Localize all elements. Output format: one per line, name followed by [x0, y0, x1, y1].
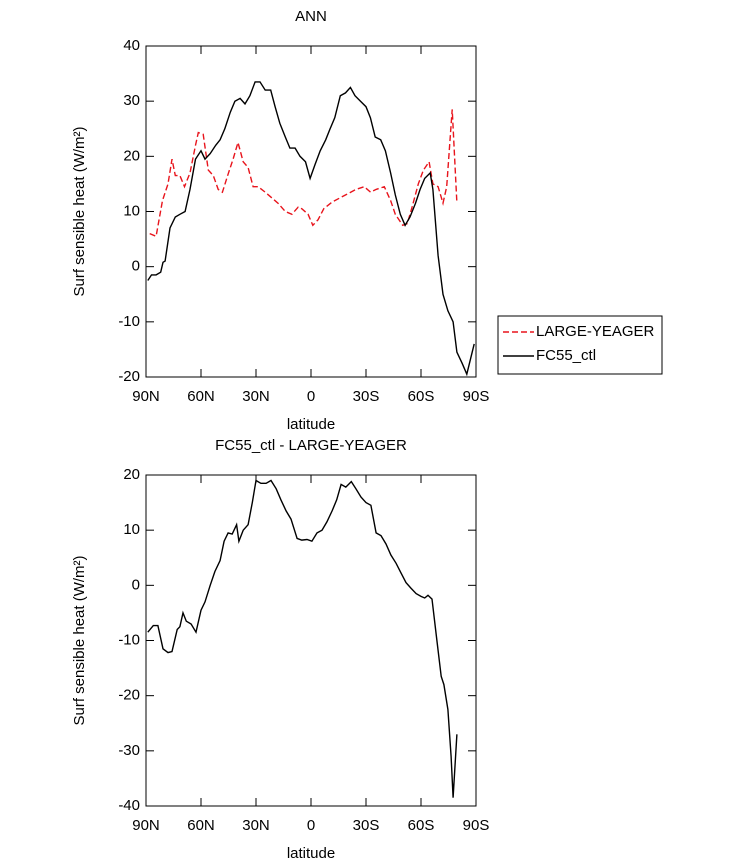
x-axis-label: latitude	[287, 845, 335, 862]
chart-title: ANN	[295, 8, 327, 25]
y-axis-label: Surf sensible heat (W/m²)	[71, 126, 88, 296]
y-tick-label: 10	[123, 521, 140, 538]
x-tick-label: 60S	[408, 388, 435, 405]
plot-frame	[145, 474, 477, 807]
y-tick-label: -30	[118, 742, 140, 759]
legend-label: FC55_ctl	[536, 347, 596, 364]
x-tick-label: 90S	[463, 817, 490, 834]
x-tick-label: 60S	[408, 817, 435, 834]
x-tick-label: 90N	[132, 388, 160, 405]
y-tick-label: 0	[132, 576, 140, 593]
x-axis-label: latitude	[287, 416, 335, 433]
x-tick-label: 30N	[242, 817, 270, 834]
y-axis-label: Surf sensible heat (W/m²)	[71, 555, 88, 725]
y-tick-label: -10	[118, 631, 140, 648]
chart-title: FC55_ctl - LARGE-YEAGER	[215, 437, 407, 454]
y-tick-label: 0	[132, 258, 140, 275]
x-tick-label: 90S	[463, 388, 490, 405]
x-tick-label: 30S	[353, 388, 380, 405]
y-tick-label: 20	[123, 466, 140, 483]
data-line	[147, 81, 475, 377]
legend-box	[497, 315, 663, 375]
y-tick-label: -20	[118, 687, 140, 704]
x-tick-label: 0	[307, 817, 315, 834]
data-line	[149, 109, 458, 238]
x-tick-label: 30N	[242, 388, 270, 405]
y-tick-label: -10	[118, 313, 140, 330]
x-tick-label: 0	[307, 388, 315, 405]
y-tick-label: 10	[123, 202, 140, 219]
x-tick-label: 30S	[353, 817, 380, 834]
plot-frame	[145, 45, 477, 378]
y-tick-label: 40	[123, 37, 140, 54]
data-line	[147, 479, 458, 798]
y-tick-label: -40	[118, 797, 140, 814]
x-tick-label: 60N	[187, 388, 215, 405]
y-tick-label: -20	[118, 368, 140, 385]
x-tick-label: 60N	[187, 817, 215, 834]
legend-label: LARGE-YEAGER	[536, 323, 655, 340]
x-tick-label: 90N	[132, 817, 160, 834]
y-tick-label: 30	[123, 92, 140, 109]
y-tick-label: 20	[123, 147, 140, 164]
